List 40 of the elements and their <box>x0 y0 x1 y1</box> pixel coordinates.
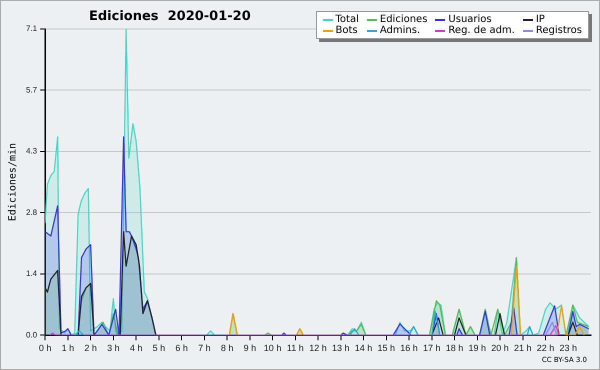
x-tick-label: 17 h <box>423 343 441 354</box>
x-tick-label: 10 h <box>264 343 282 354</box>
y-tick-label: 7.1 <box>26 24 38 34</box>
legend-label: Admins. <box>380 25 420 36</box>
x-tick-label: 20 h <box>491 343 509 354</box>
x-tick-label: 7 h <box>198 343 211 354</box>
legend-label: IP <box>536 14 545 25</box>
x-tick-label: 21 h <box>514 343 532 354</box>
x-tick-label: 19 h <box>468 343 486 354</box>
legend-label: Usuarios <box>448 14 492 25</box>
x-tick-label: 13 h <box>332 343 350 354</box>
x-tick-label: 6 h <box>175 343 188 354</box>
legend-label: Reg. de adm. <box>448 25 515 36</box>
y-axis-title: Ediciones/min <box>8 142 19 222</box>
x-tick-label: 11 h <box>286 343 304 354</box>
x-tick-label: 22 h <box>536 343 554 354</box>
y-tick-label: 2.8 <box>26 208 38 217</box>
legend-label: Registros <box>536 25 582 36</box>
x-tick-label: 16 h <box>400 343 418 354</box>
legend-label: Bots <box>336 25 358 36</box>
x-tick-label: 23 h <box>559 343 578 354</box>
x-tick-label: 0 h <box>38 343 52 354</box>
x-tick-label: 8 h <box>220 343 234 354</box>
x-tick-label: 4 h <box>130 343 142 354</box>
x-tick-label: 15 h <box>378 343 396 354</box>
y-tick-label: 5.7 <box>26 85 38 94</box>
y-tick-label: 0.0 <box>26 330 38 340</box>
legend-label: Ediciones <box>380 14 428 25</box>
x-tick-label: 9 h <box>244 343 256 354</box>
x-tick-label: 3 h <box>107 343 120 354</box>
legend-label: Total <box>336 14 359 25</box>
x-tick-label: 5 h <box>152 343 166 354</box>
x-tick-label: 12 h <box>309 343 327 354</box>
y-tick-label: 4.3 <box>26 146 38 156</box>
x-tick-label: 14 h <box>354 343 372 354</box>
y-tick-label: 1.4 <box>26 269 38 278</box>
chart-title: Ediciones 2020-01-20 <box>89 9 251 24</box>
x-tick-label: 1 h <box>62 343 74 354</box>
x-tick-label: 18 h <box>446 343 464 354</box>
x-tick-label: 2 h <box>84 343 97 354</box>
